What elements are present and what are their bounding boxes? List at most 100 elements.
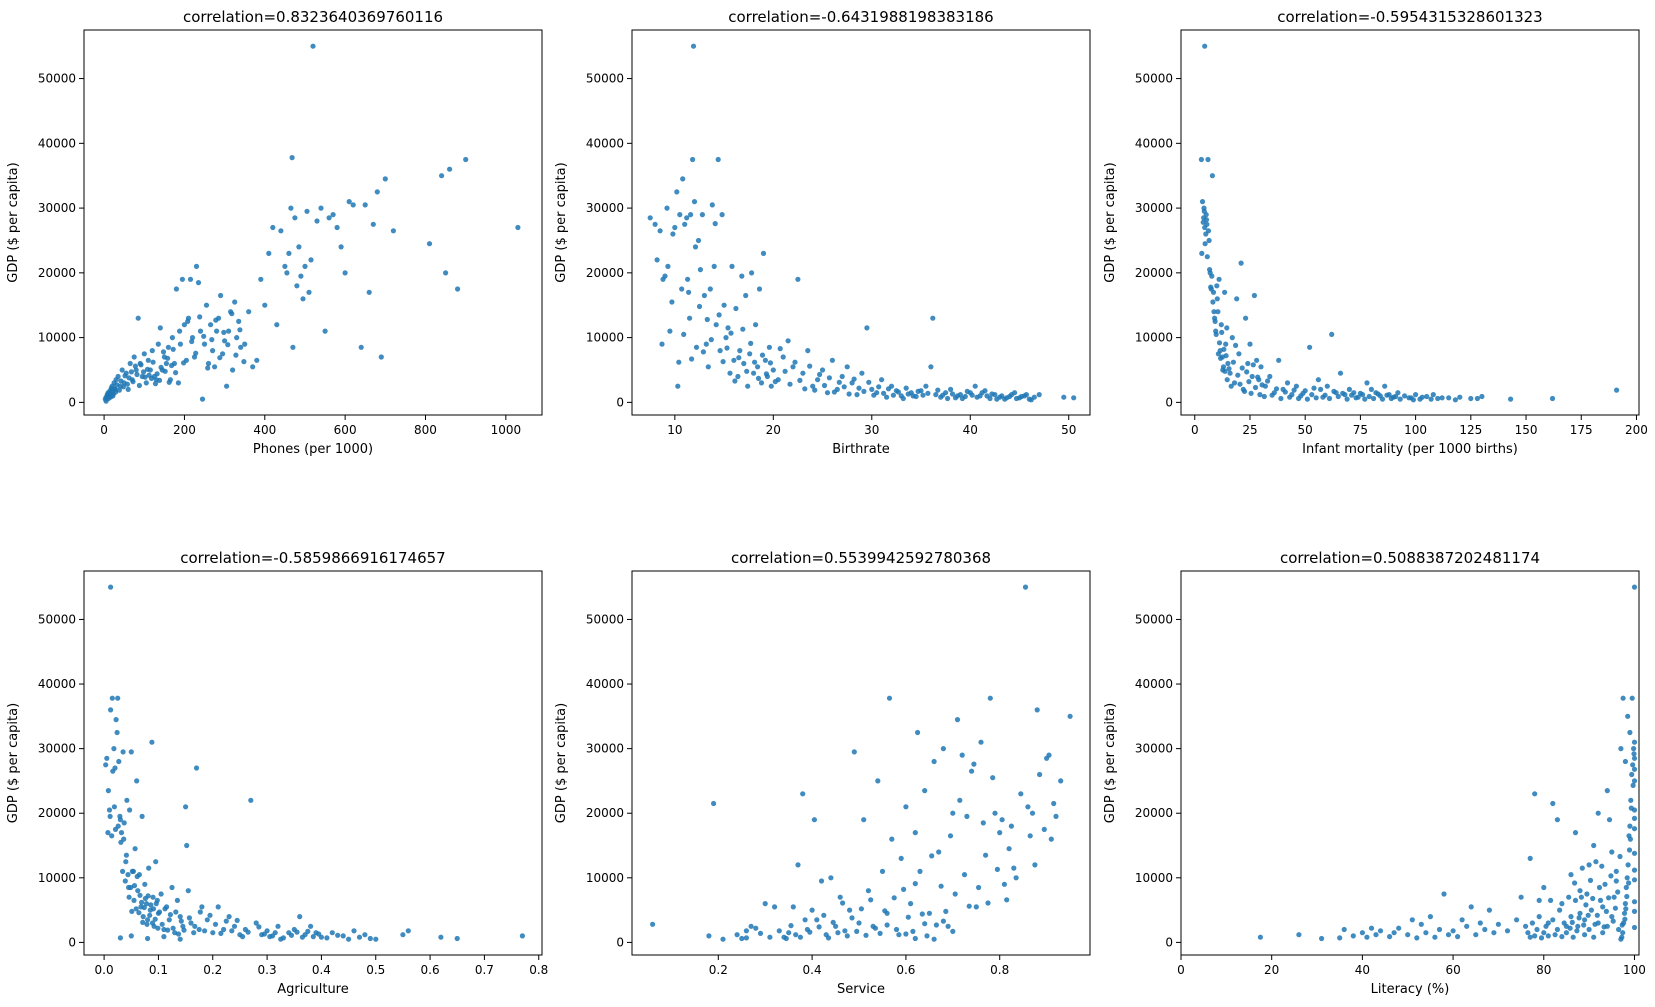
data-point (1591, 934, 1597, 940)
data-point (844, 364, 850, 370)
data-point (197, 909, 203, 915)
data-point (1600, 904, 1606, 910)
data-point (248, 797, 254, 803)
data-point (1027, 833, 1033, 839)
data-point (1575, 923, 1581, 929)
x-axis-label: Service (837, 982, 885, 997)
data-point (270, 224, 276, 231)
data-point (1344, 396, 1350, 402)
data-point (1371, 395, 1377, 402)
data-point (1337, 935, 1343, 941)
data-point (140, 914, 146, 920)
data-point (767, 934, 773, 940)
data-point (1579, 865, 1585, 871)
data-point (1373, 932, 1379, 938)
data-point (110, 768, 116, 774)
data-point (135, 315, 141, 321)
data-point (692, 244, 699, 250)
data-point (1595, 810, 1601, 816)
data-point (149, 920, 156, 926)
data-point (130, 379, 136, 385)
data-point (1335, 393, 1341, 400)
data-point (135, 888, 141, 894)
data-point (111, 746, 117, 752)
data-point (1228, 383, 1234, 389)
y-tick-label: 30000 (586, 201, 624, 215)
data-point (162, 906, 168, 912)
data-point (797, 934, 804, 940)
data-point (1326, 395, 1333, 402)
data-point (893, 926, 900, 933)
data-point (706, 933, 712, 939)
data-point (140, 919, 146, 926)
data-point (1249, 373, 1255, 380)
data-point (1616, 926, 1622, 933)
data-point (807, 929, 813, 935)
data-point (931, 758, 937, 765)
data-point (922, 788, 928, 794)
data-point (895, 389, 902, 395)
data-point (290, 344, 296, 350)
data-point (925, 390, 931, 396)
data-point (262, 302, 268, 308)
y-tick-label: 10000 (586, 871, 624, 885)
data-point (1028, 397, 1034, 403)
data-point (743, 935, 750, 941)
data-point (222, 338, 228, 344)
data-point (1034, 707, 1040, 713)
data-point (289, 155, 295, 161)
data-point (1258, 364, 1264, 370)
data-point (933, 922, 940, 928)
data-point (201, 333, 207, 339)
data-point (181, 360, 187, 366)
data-point (1251, 292, 1257, 299)
x-tick-label: 25 (1242, 423, 1257, 437)
data-point (1208, 284, 1214, 290)
x-tick-label: 100 (1623, 963, 1646, 977)
data-point (109, 695, 115, 701)
data-point (519, 933, 526, 939)
data-point (733, 305, 739, 312)
data-point (207, 912, 213, 918)
data-point (957, 797, 963, 803)
y-axis-label: GDP ($ per capita) (1103, 162, 1118, 282)
data-point (189, 335, 196, 341)
data-point (905, 914, 911, 920)
data-point (1032, 862, 1038, 868)
data-point (1224, 325, 1230, 331)
data-point (145, 893, 151, 899)
data-point (920, 392, 926, 398)
data-point (1608, 873, 1614, 879)
data-point (829, 357, 836, 363)
data-point (1368, 925, 1375, 931)
x-tick-label: 0.6 (896, 963, 915, 977)
data-point (720, 359, 726, 365)
data-point (936, 849, 942, 855)
data-point (179, 276, 185, 282)
data-point (1405, 932, 1411, 938)
data-point (685, 276, 691, 282)
data-point (1568, 914, 1574, 920)
x-tick-label: 0.1 (149, 963, 168, 977)
data-point (1474, 395, 1480, 402)
data-point (144, 366, 151, 372)
data-point (1061, 394, 1067, 400)
data-point (990, 775, 996, 781)
data-point (1410, 397, 1416, 403)
data-point (335, 932, 341, 938)
data-point (1364, 934, 1370, 940)
data-point (145, 357, 151, 363)
data-point (1199, 199, 1206, 205)
data-point (229, 311, 235, 317)
data-point (1284, 380, 1291, 386)
data-point (1231, 380, 1238, 386)
data-point (1209, 273, 1215, 279)
data-point (1588, 907, 1594, 913)
data-point (1631, 739, 1638, 745)
data-point (1615, 889, 1621, 895)
data-point (1013, 875, 1019, 881)
data-point (107, 813, 113, 820)
data-point (1046, 752, 1052, 758)
data-point (917, 868, 923, 875)
data-point (1504, 928, 1511, 934)
